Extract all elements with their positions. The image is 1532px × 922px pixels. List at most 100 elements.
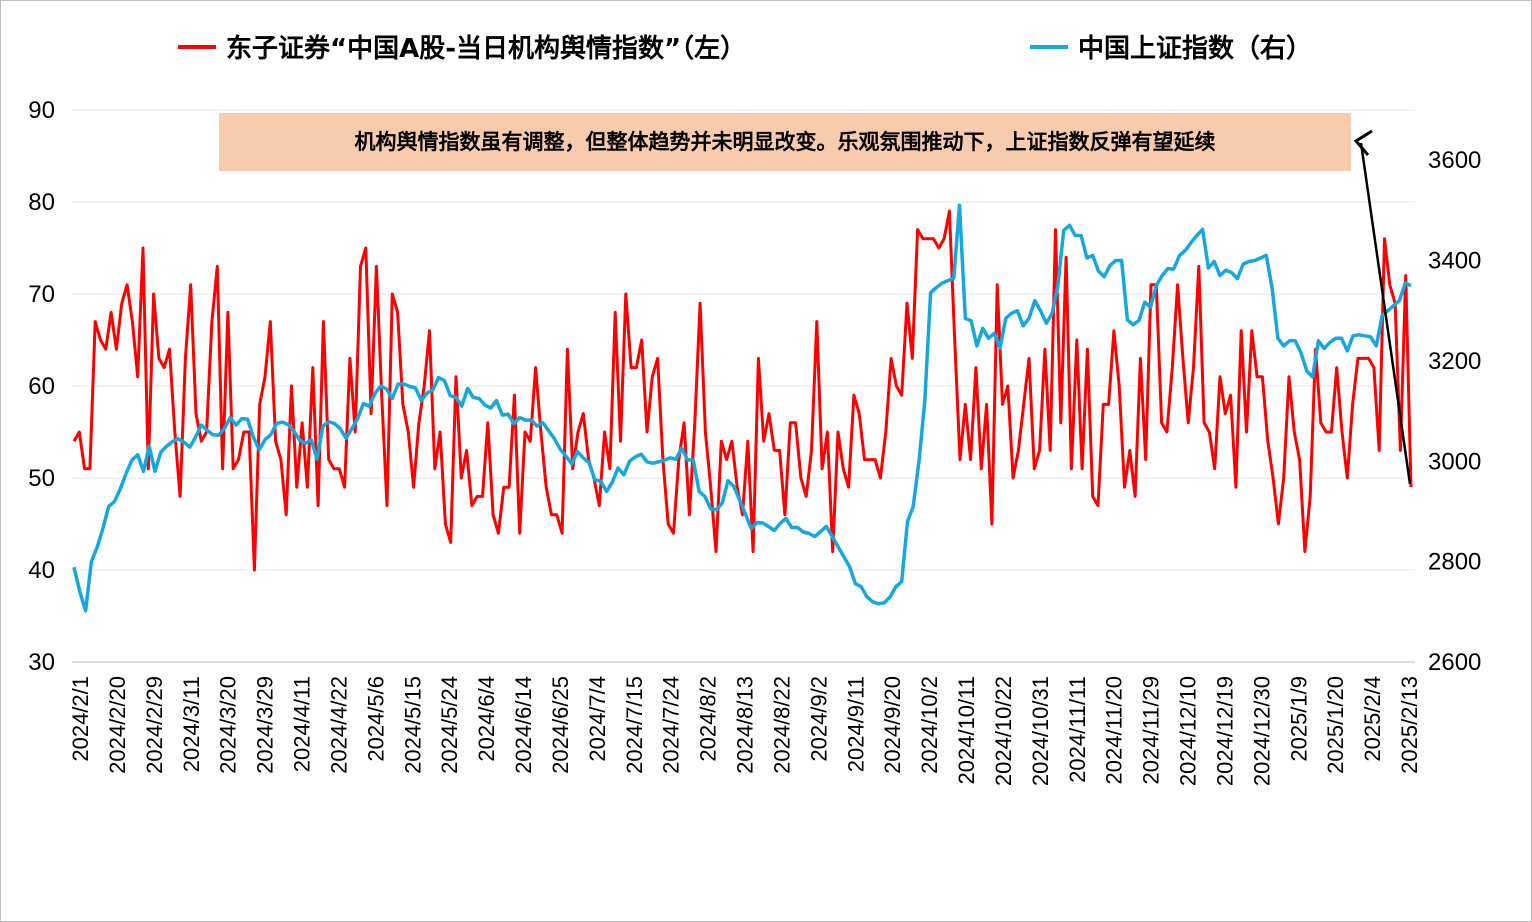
- x-axis-tick-label: 2024/10/22: [991, 676, 1016, 786]
- x-axis-tick: 2024/9/11: [843, 676, 868, 772]
- x-axis-tick-label: 2024/3/20: [216, 676, 241, 774]
- x-axis-tick-label: 2024/10/2: [917, 676, 942, 774]
- x-axis-tick: 2024/3/20: [216, 676, 241, 774]
- x-axis-tick: 2024/12/30: [1249, 676, 1274, 786]
- x-axis-tick-label: 2024/2/20: [105, 676, 130, 774]
- x-axis-tick: 2024/12/19: [1212, 676, 1237, 786]
- annotation-text: 机构舆情指数虽有调整，但整体趋势并未明显改变。乐观氛围推动下，上证指数反弹有望延…: [355, 130, 1216, 154]
- x-axis-tick: 2024/7/24: [659, 676, 684, 774]
- x-axis-tick: 2024/4/22: [326, 676, 351, 774]
- x-axis-tick-label: 2024/5/6: [363, 676, 388, 762]
- x-axis-tick: 2024/11/29: [1139, 676, 1164, 784]
- right-axis-tick-label: 3000: [1428, 448, 1481, 475]
- x-axis-tick: 2024/11/11: [1065, 676, 1090, 783]
- x-axis-tick-label: 2024/10/11: [954, 676, 979, 784]
- x-axis-tick: 2024/3/11: [179, 676, 204, 772]
- x-axis-tick-label: 2024/3/11: [179, 676, 204, 772]
- left-axis-tick-label: 30: [28, 649, 55, 676]
- x-axis-tick: 2024/7/15: [622, 676, 647, 774]
- x-axis-tick: 2024/6/4: [474, 676, 499, 762]
- x-axis-tick-label: 2024/8/22: [769, 676, 794, 774]
- x-axis-tick-label: 2025/1/9: [1286, 676, 1311, 762]
- x-axis-tick: 2024/6/14: [511, 676, 536, 774]
- series-lines: [72, 203, 1413, 613]
- x-axis-tick-label: 2024/6/25: [548, 676, 573, 774]
- x-axis-tick-label: 2024/11/29: [1139, 676, 1164, 784]
- right-axis-tick-label: 3600: [1428, 147, 1481, 174]
- x-axis-tick: 2024/11/20: [1102, 676, 1127, 784]
- right-axis-tick-label: 2800: [1428, 549, 1481, 576]
- x-axis-tick: 2024/5/6: [363, 676, 388, 762]
- x-axis-tick-label: 2024/9/2: [806, 676, 831, 762]
- x-axis-tick-label: 2024/11/11: [1065, 676, 1090, 783]
- x-axis-tick-label: 2024/6/4: [474, 676, 499, 762]
- x-axis-tick: 2024/8/2: [696, 676, 721, 762]
- series-line-shanghai-index: [72, 203, 1412, 613]
- x-axis-tick-label: 2024/11/20: [1102, 676, 1127, 784]
- left-axis-tick-label: 90: [28, 97, 55, 124]
- left-axis-ticks: 30 40 50 60 70 80 90: [28, 97, 55, 676]
- x-axis-ticks: 2024/2/1 2024/2/20 2024/2/29 2024/3/11 2024/…: [68, 676, 1422, 786]
- x-axis-tick-label: 2024/4/22: [326, 676, 351, 774]
- x-axis-tick-label: 2024/12/19: [1212, 676, 1237, 786]
- x-axis-tick-label: 2025/2/4: [1360, 676, 1385, 762]
- x-axis-tick: 2024/8/22: [769, 676, 794, 774]
- left-axis-tick-label: 70: [28, 281, 55, 308]
- x-axis-tick-label: 2024/8/13: [733, 676, 758, 774]
- x-axis-tick-label: 2024/9/11: [843, 676, 868, 772]
- x-axis-tick-label: 2024/12/30: [1249, 676, 1274, 786]
- right-axis-tick-label: 3400: [1428, 248, 1481, 275]
- x-axis-tick-label: 2024/12/10: [1176, 676, 1201, 786]
- left-axis-tick-label: 60: [28, 373, 55, 400]
- x-axis-tick: 2024/8/13: [733, 676, 758, 774]
- x-axis-tick: 2024/12/10: [1176, 676, 1201, 786]
- x-axis-tick: 2024/2/20: [105, 676, 130, 774]
- series-line-sentiment-index: [72, 209, 1413, 572]
- left-axis-tick-label: 40: [28, 557, 55, 584]
- x-axis-tick: 2024/2/29: [142, 676, 167, 774]
- x-axis-tick: 2024/7/4: [585, 676, 610, 762]
- annotation-arrow: [1359, 142, 1412, 485]
- x-axis-tick: 2024/10/31: [1028, 676, 1053, 786]
- left-axis-tick-label: 50: [28, 465, 55, 492]
- x-axis-tick-label: 2024/6/14: [511, 676, 536, 774]
- x-axis-tick-label: 2024/2/29: [142, 676, 167, 774]
- x-axis-tick-label: 2024/4/11: [290, 676, 315, 772]
- x-axis-tick: 2025/1/20: [1323, 676, 1348, 774]
- x-axis-tick-label: 2024/2/1: [68, 676, 93, 762]
- x-axis-tick: 2024/3/29: [253, 676, 278, 774]
- x-axis-tick-label: 2024/5/15: [400, 676, 425, 774]
- x-axis-tick-label: 2025/1/20: [1323, 676, 1348, 774]
- right-axis-tick-label: 3200: [1428, 348, 1481, 375]
- left-axis-tick-label: 80: [28, 189, 55, 216]
- x-axis-tick: 2025/2/4: [1360, 676, 1385, 762]
- annotation-arrow-head: [1353, 129, 1373, 156]
- x-axis-tick: 2024/10/2: [917, 676, 942, 774]
- x-axis-tick: 2025/2/13: [1397, 676, 1422, 774]
- x-axis-tick: 2024/9/2: [806, 676, 831, 762]
- x-axis-tick-label: 2024/10/31: [1028, 676, 1053, 786]
- x-axis-tick: 2024/4/11: [290, 676, 315, 772]
- x-axis-tick-label: 2024/7/24: [659, 676, 684, 774]
- x-axis-tick-label: 2024/9/20: [880, 676, 905, 774]
- x-axis-tick-label: 2025/2/13: [1397, 676, 1422, 774]
- x-axis-tick: 2024/2/1: [68, 676, 93, 762]
- x-axis-tick-label: 2024/5/24: [437, 676, 462, 774]
- x-axis-tick: 2024/6/25: [548, 676, 573, 774]
- legend-label-shanghai-index: 中国上证指数（右）: [1078, 34, 1312, 64]
- x-axis-tick-label: 2024/7/4: [585, 676, 610, 762]
- x-axis-tick-label: 2024/3/29: [253, 676, 278, 774]
- x-axis-tick: 2024/10/11: [954, 676, 979, 784]
- annotation-box: [219, 113, 1351, 171]
- x-axis-tick-label: 2024/7/15: [622, 676, 647, 774]
- legend: 东子证券“中国A股-当日机构舆情指数”（左） 中国上证指数（右）: [178, 33, 1312, 64]
- right-axis-tick-label: 2600: [1428, 649, 1481, 676]
- gridlines: [72, 109, 1415, 663]
- legend-label-sentiment: 东子证券“中国A股-当日机构舆情指数”（左）: [226, 33, 746, 64]
- x-axis-tick: 2024/5/24: [437, 676, 462, 774]
- x-axis-tick: 2024/9/20: [880, 676, 905, 774]
- x-axis-tick: 2025/1/9: [1286, 676, 1311, 762]
- x-axis-tick: 2024/10/22: [991, 676, 1016, 786]
- right-axis-ticks: 2600 2800 3000 3200 3400 3600: [1428, 147, 1481, 676]
